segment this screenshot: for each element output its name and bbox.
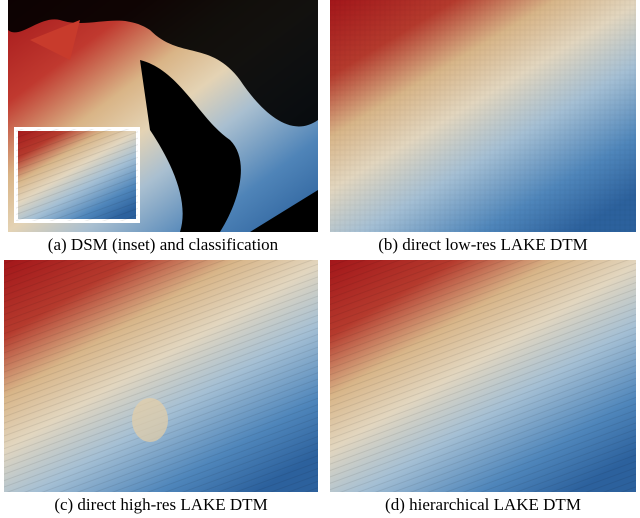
panel-b: (b) direct low-res LAKE DTM [330, 0, 636, 254]
caption: (a) DSM (inset) and classification [48, 235, 279, 254]
dtm-image [330, 0, 636, 232]
terrain-feature [132, 398, 168, 442]
dsm-inset [16, 129, 138, 221]
caption: (d) hierarchical LAKE DTM [385, 495, 581, 514]
panel-c: (c) direct high-res LAKE DTM [4, 260, 318, 514]
panel-a: (a) DSM (inset) and classification [8, 0, 318, 254]
dtm-image [4, 260, 318, 492]
panel-d: (d) hierarchical LAKE DTM [330, 260, 636, 514]
caption: (b) direct low-res LAKE DTM [378, 235, 588, 254]
figure: (a) DSM (inset) and classification (b) d… [0, 0, 640, 518]
caption: (c) direct high-res LAKE DTM [54, 495, 267, 514]
dtm-image [330, 260, 636, 492]
